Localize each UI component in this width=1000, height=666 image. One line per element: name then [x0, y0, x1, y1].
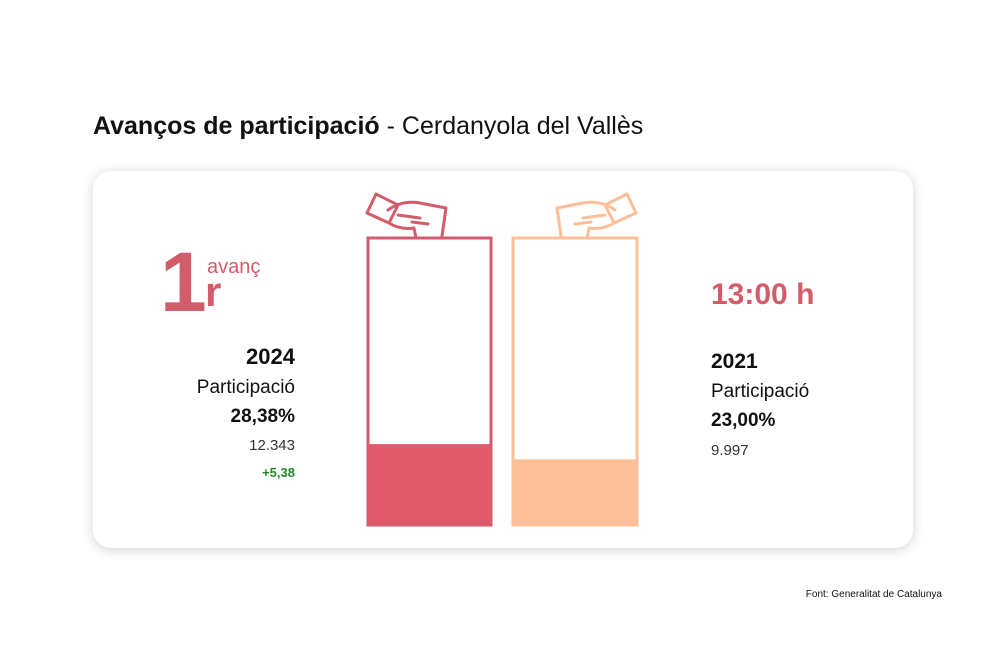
- ballot-hand-icon: [555, 192, 638, 240]
- current-year: 2024: [246, 344, 295, 369]
- ballot-box-2021-outline: [511, 236, 639, 527]
- bar-2024: [368, 444, 491, 525]
- round-number: 1: [160, 235, 207, 329]
- round-word: avanç: [207, 256, 261, 278]
- previous-label: Participació: [711, 381, 810, 402]
- title-place: Cerdanyola del Vallès: [401, 112, 644, 140]
- source-note: Font: Generalitat de Catalunya: [805, 589, 942, 600]
- ballot-hand-icon: [365, 192, 448, 240]
- title-main: Avanços de participació: [93, 112, 380, 140]
- current-label: Participació: [196, 377, 295, 398]
- bar-2021: [513, 459, 637, 525]
- current-votes: 12.343: [249, 437, 295, 454]
- current-difference: +5,38: [262, 465, 295, 480]
- chart-title: Avanços de participació - Cerdanyola del…: [93, 112, 643, 141]
- ballot-box-2024: [365, 192, 493, 527]
- results-card: [93, 171, 913, 548]
- previous-year: 2021: [711, 350, 758, 373]
- round-suffix: r: [205, 268, 222, 315]
- current-percent: 28,38%: [230, 406, 295, 427]
- title-separator: -: [386, 112, 395, 140]
- time-label: 13:00 h: [711, 278, 815, 311]
- previous-percent: 23,00%: [711, 410, 776, 431]
- ballot-box-2021: [511, 192, 639, 527]
- previous-votes: 9.997: [711, 442, 749, 459]
